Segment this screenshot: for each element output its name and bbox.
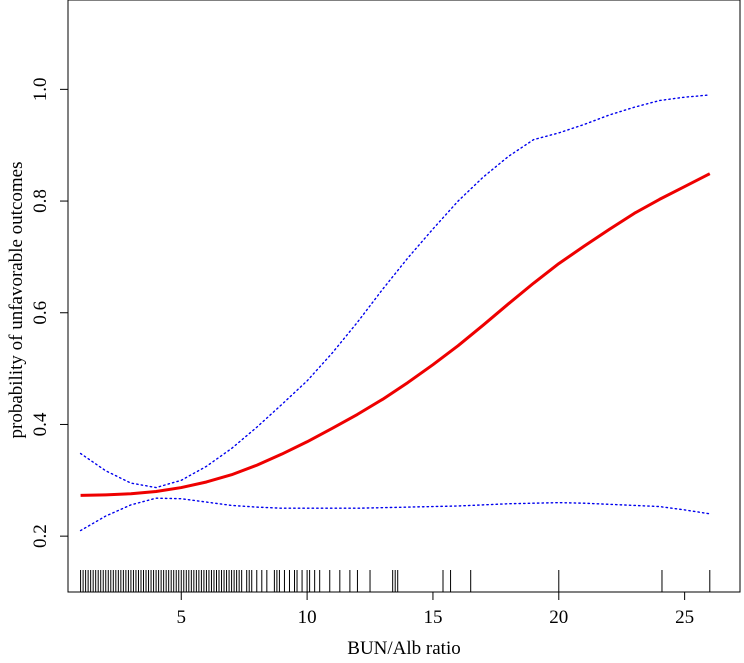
y-axis-title: probability of unfavorable outcomes (6, 161, 27, 438)
series-line-upper-ci (79, 94, 711, 489)
x-axis: 5 10 15 20 25 (177, 591, 694, 628)
series-layer (79, 94, 711, 532)
y-tick-label: 0.6 (30, 301, 51, 325)
x-tick-label: 15 (423, 607, 442, 628)
y-tick-label: 1.0 (30, 77, 51, 101)
rug (80, 570, 711, 592)
x-tick-label: 5 (177, 607, 187, 628)
y-tick-label: 0.8 (30, 189, 51, 213)
y-tick-label: 0.2 (30, 524, 51, 548)
x-tick-label: 20 (549, 607, 568, 628)
y-axis: 0.2 0.4 0.6 0.8 1.0 (30, 77, 69, 548)
x-tick-label: 25 (675, 607, 694, 628)
x-tick-label: 10 (298, 607, 317, 628)
plot-frame (67, 0, 741, 593)
series-line-estimate (80, 172, 711, 497)
y-tick-label: 0.4 (30, 412, 51, 436)
series-line-lower-ci (79, 497, 711, 532)
x-axis-title: BUN/Alb ratio (347, 638, 460, 659)
